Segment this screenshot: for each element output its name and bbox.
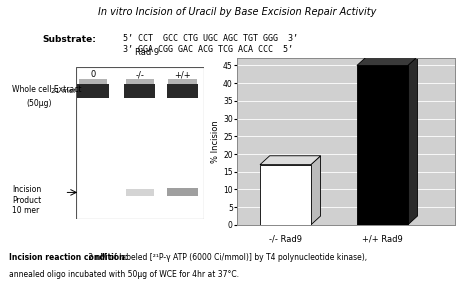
Text: (50μg): (50μg) xyxy=(26,99,52,108)
Polygon shape xyxy=(408,57,418,225)
Polygon shape xyxy=(311,156,320,225)
Text: +/+: +/+ xyxy=(174,70,191,79)
Y-axis label: % Incision: % Incision xyxy=(211,120,220,163)
Text: Whole cell Extract: Whole cell Extract xyxy=(12,85,82,93)
Polygon shape xyxy=(260,156,320,165)
Text: Incision reaction condition:: Incision reaction condition: xyxy=(9,253,128,262)
Text: 3’ GGA CGG GAC ACG TCG ACA CCC  5’: 3’ GGA CGG GAC ACG TCG ACA CCC 5’ xyxy=(123,45,293,54)
Bar xyxy=(126,79,154,84)
Text: Substrate:: Substrate: xyxy=(43,35,97,44)
Polygon shape xyxy=(357,57,418,65)
Bar xyxy=(260,165,311,225)
Bar xyxy=(79,79,107,84)
Text: In vitro Incision of Uracil by Base Excision Repair Activity: In vitro Incision of Uracil by Base Exci… xyxy=(98,7,376,17)
Bar xyxy=(167,84,198,98)
Text: Rad 9: Rad 9 xyxy=(135,48,159,57)
Bar xyxy=(167,188,198,196)
Bar xyxy=(77,84,109,98)
Text: Product: Product xyxy=(12,196,41,204)
Text: 2 nM of labeled [²¹P-γ ATP (6000 Ci/mmol)] by T4 polynucleotide kinase),: 2 nM of labeled [²¹P-γ ATP (6000 Ci/mmol… xyxy=(86,253,367,262)
Text: -/-: -/- xyxy=(136,70,144,79)
Text: 5’ CCT  GCC CTG UGC AGC TGT GGG  3’: 5’ CCT GCC CTG UGC AGC TGT GGG 3’ xyxy=(123,34,298,43)
Text: Incision: Incision xyxy=(12,185,41,194)
Text: 21 mer: 21 mer xyxy=(51,88,76,94)
Bar xyxy=(126,189,154,196)
Bar xyxy=(124,84,155,98)
Text: 0: 0 xyxy=(90,70,96,79)
Bar xyxy=(357,65,408,225)
Text: 10 mer: 10 mer xyxy=(12,206,39,215)
Bar xyxy=(168,79,197,84)
Text: annealed oligo incubated with 50μg of WCE for 4hr at 37°C.: annealed oligo incubated with 50μg of WC… xyxy=(9,270,239,279)
